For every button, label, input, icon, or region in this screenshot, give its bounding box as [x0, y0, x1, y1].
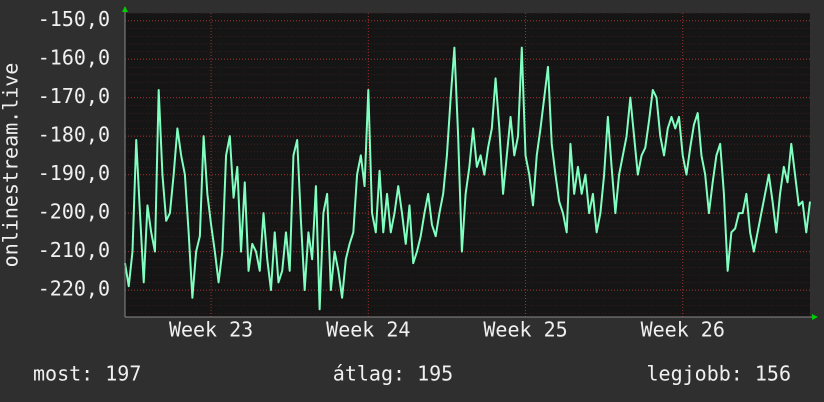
- stat-best: legjobb: 156: [647, 362, 792, 386]
- stat-average: átlag: 195: [333, 362, 453, 386]
- y-tick-label: -200,0: [38, 200, 110, 224]
- y-arrow: [122, 6, 128, 12]
- x-tick-label: Week 24: [326, 318, 410, 342]
- x-tick-label: Week 26: [641, 318, 725, 342]
- x-tick-label: Week 23: [169, 318, 253, 342]
- y-tick-label: -160,0: [38, 46, 110, 70]
- x-tick-label: Week 25: [483, 318, 567, 342]
- plot: [124, 46, 811, 311]
- series-line: [124, 46, 811, 311]
- y-tick-label: -170,0: [38, 84, 110, 108]
- stat-now: most: 197: [33, 362, 141, 386]
- y-tick-label: -190,0: [38, 161, 110, 185]
- grid: [125, 13, 810, 317]
- y-tick-label: -180,0: [38, 123, 110, 147]
- y-tick-label: -220,0: [38, 277, 110, 301]
- y-tick-label: -150,0: [38, 7, 110, 31]
- x-arrow: [812, 314, 818, 320]
- y-axis-label: onlinestream.live: [0, 63, 23, 268]
- minor-grid: [125, 13, 810, 317]
- y-tick-label: -210,0: [38, 238, 110, 262]
